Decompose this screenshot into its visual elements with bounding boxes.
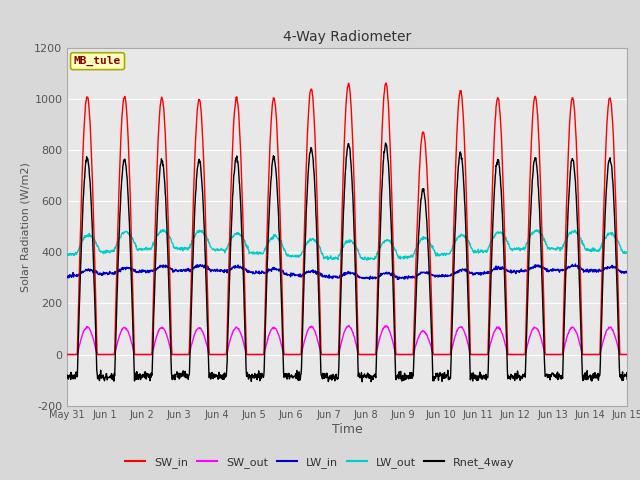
Y-axis label: Solar Radiation (W/m2): Solar Radiation (W/m2)	[20, 162, 30, 292]
Legend: SW_in, SW_out, LW_in, LW_out, Rnet_4way: SW_in, SW_out, LW_in, LW_out, Rnet_4way	[121, 452, 519, 472]
Title: 4-Way Radiometer: 4-Way Radiometer	[283, 30, 412, 44]
X-axis label: Time: Time	[332, 423, 363, 436]
Text: MB_tule: MB_tule	[74, 56, 121, 66]
